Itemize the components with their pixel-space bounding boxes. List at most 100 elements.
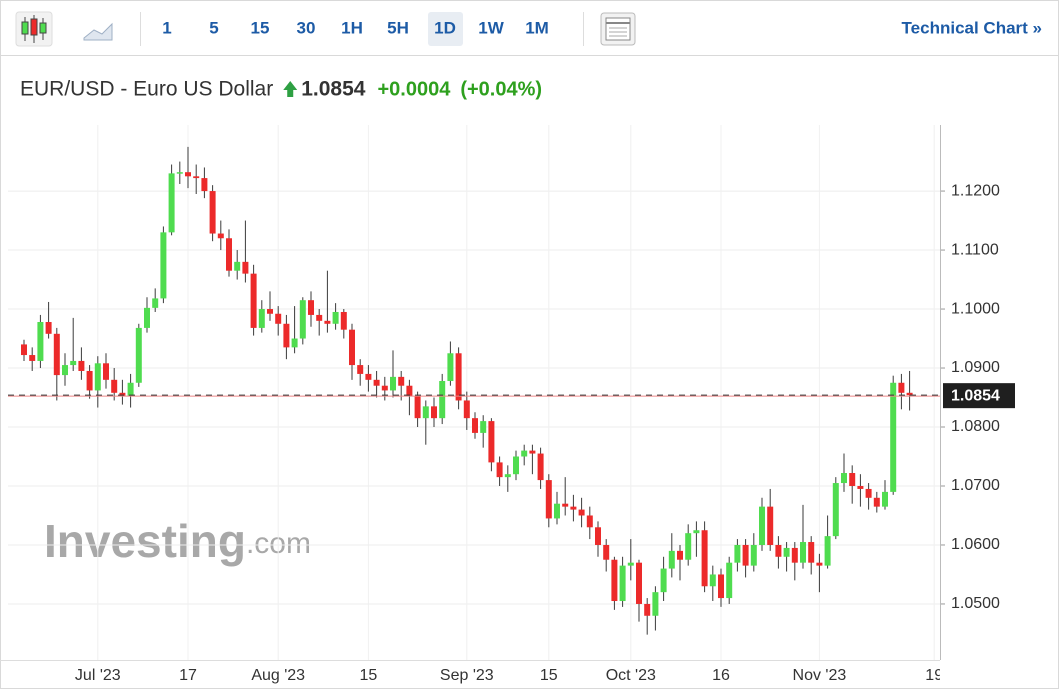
candle-body — [832, 483, 839, 537]
candle-body — [242, 261, 249, 274]
candle-body — [135, 327, 142, 383]
candle-body — [267, 309, 273, 314]
candle-body — [906, 392, 913, 396]
candle-body — [496, 462, 503, 478]
candle-body — [45, 322, 52, 334]
candle-body — [357, 365, 364, 374]
interval-button[interactable]: 30 — [297, 18, 316, 37]
watermark-brand: Investing — [44, 515, 246, 567]
interval-button[interactable]: 1D — [434, 18, 456, 37]
x-tick-label: 16 — [712, 667, 730, 684]
candle-body — [603, 544, 610, 560]
candle-body — [685, 533, 692, 560]
candle-body — [521, 450, 528, 457]
candle-body — [316, 314, 323, 321]
interval-button[interactable]: 5H — [387, 18, 409, 37]
candle-body — [775, 544, 782, 557]
candle-body — [381, 385, 388, 391]
interval-button[interactable]: 15 — [251, 18, 270, 37]
last-price-box — [943, 383, 1015, 409]
candle-body — [709, 574, 716, 587]
candle-body — [94, 363, 101, 391]
candle-body — [693, 530, 700, 534]
candle-body — [545, 480, 552, 519]
candle-body — [455, 353, 462, 401]
x-tick-label: Jul '23 — [75, 667, 121, 684]
candlestick-icon[interactable] — [15, 11, 53, 47]
candle-body — [439, 380, 446, 419]
technical-chart-link[interactable]: Technical Chart » — [902, 18, 1042, 37]
candle-body — [873, 497, 880, 507]
candle-body — [857, 485, 864, 489]
candle-body — [29, 355, 36, 361]
candle-body — [193, 176, 200, 179]
candle-body — [349, 329, 355, 366]
candle-body — [586, 515, 593, 528]
interval-button[interactable]: 1M — [525, 18, 549, 37]
candle-body — [652, 592, 659, 616]
interval-button[interactable]: 1W — [478, 18, 504, 37]
candle-body — [611, 559, 618, 602]
candle-body — [562, 503, 569, 507]
candle-body — [513, 456, 519, 475]
candle-body — [160, 232, 167, 299]
x-tick-label: Aug '23 — [251, 667, 305, 684]
last-price-label: 1.0854 — [951, 387, 1000, 404]
interval-button[interactable]: 1 — [162, 18, 171, 37]
y-tick-label: 1.0900 — [951, 359, 1000, 376]
candle-body — [627, 562, 634, 566]
x-tick-label: Oct '23 — [606, 667, 656, 684]
candle-body — [595, 527, 601, 545]
candle-body — [800, 542, 806, 563]
active-interval-bg — [428, 12, 463, 46]
candle-body — [373, 379, 380, 386]
candle-body — [570, 506, 577, 510]
candle-body — [340, 311, 347, 330]
candle-body — [554, 503, 560, 519]
candle-body — [299, 300, 306, 339]
candle-body — [718, 574, 724, 599]
y-tick-label: 1.0600 — [951, 536, 1000, 553]
candle-body — [849, 473, 856, 486]
candle-body — [217, 233, 224, 239]
candle-body — [86, 370, 93, 391]
candle-body — [898, 382, 905, 393]
candle-body — [119, 392, 126, 397]
candle-body — [726, 562, 733, 599]
y-tick-label: 1.0500 — [951, 595, 1000, 612]
candle-body — [414, 396, 421, 419]
candle-body — [759, 506, 765, 545]
candle-body — [308, 300, 314, 315]
candle-body — [767, 506, 774, 545]
candle-body — [176, 172, 183, 174]
candle-body — [258, 309, 265, 328]
y-tick-label: 1.1000 — [951, 300, 1000, 317]
toolbar: 1 5 15 30 1H 5H 1D 1W 1M Technical Chart » — [0, 11, 1059, 56]
line-chart-icon[interactable] — [83, 22, 113, 41]
candle-body — [324, 320, 331, 324]
candle-body — [619, 565, 626, 602]
candle-body — [701, 530, 708, 587]
candle-body — [53, 333, 60, 376]
price-change: +0.0004 — [377, 78, 451, 100]
candle-body — [488, 421, 495, 463]
interval-button[interactable]: 5 — [209, 18, 218, 37]
candle-body — [865, 488, 872, 498]
interval-button[interactable]: 1H — [341, 18, 363, 37]
candle-body — [168, 173, 175, 233]
layout-icon[interactable] — [600, 12, 636, 46]
candle-body — [529, 450, 536, 454]
x-tick-label: 15 — [360, 667, 378, 684]
candle-body — [226, 238, 232, 271]
candle-body — [463, 400, 470, 419]
candle-body — [750, 544, 757, 566]
candle-body — [70, 360, 77, 366]
candle-body — [578, 509, 585, 516]
candle-body — [783, 547, 790, 557]
candle-body — [472, 418, 478, 433]
candle-body — [677, 550, 683, 560]
candle-body — [431, 406, 437, 419]
up-arrow — [283, 81, 298, 97]
y-tick-label: 1.0800 — [951, 418, 1000, 435]
